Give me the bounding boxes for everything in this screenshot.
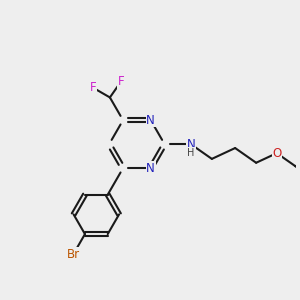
Text: N: N: [146, 114, 155, 127]
Text: F: F: [90, 82, 97, 94]
Text: Br: Br: [67, 248, 80, 261]
Text: O: O: [272, 147, 281, 160]
Text: F: F: [118, 75, 124, 88]
Text: N: N: [187, 138, 195, 151]
Text: H: H: [187, 148, 194, 158]
Text: N: N: [146, 162, 155, 175]
